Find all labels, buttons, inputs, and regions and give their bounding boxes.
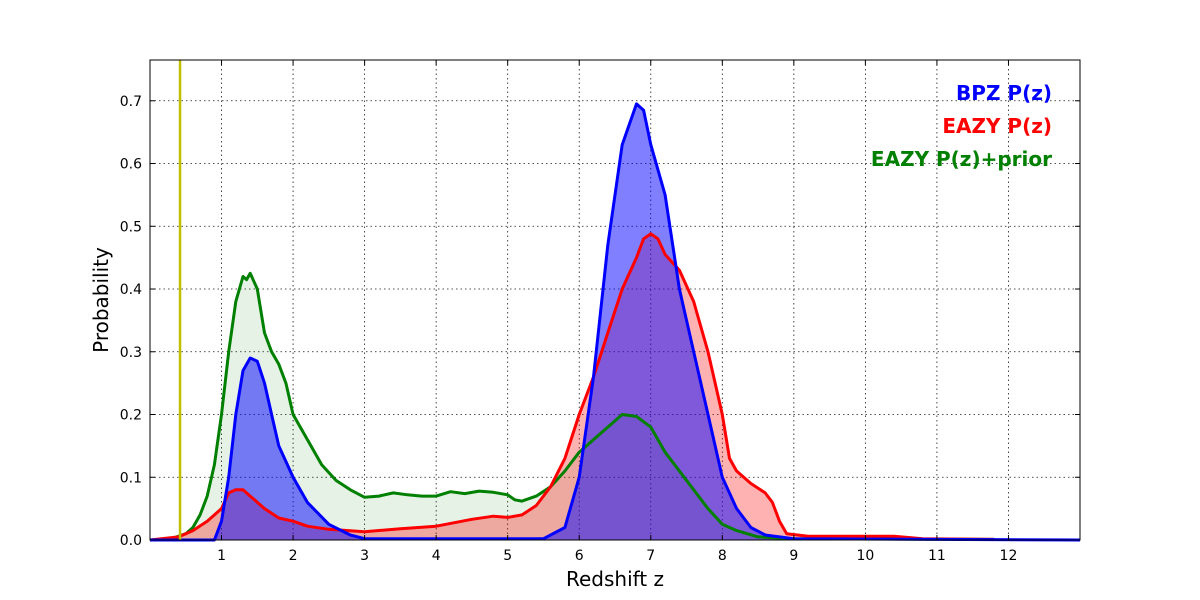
y-tick-label: 0.6 [120,157,142,173]
bpz-p-z-area [150,103,1080,541]
legend: BPZ P(z) EAZY P(z) EAZY P(z)+prior [871,81,1052,171]
y-tick-label: 0.7 [120,94,142,110]
y-axis-title: Probability [89,247,113,353]
x-tick-label: 12 [1000,548,1018,564]
y-tick-label: 0.0 [120,533,142,549]
series-lines [149,102,1081,542]
x-axis-title: Redshift z [566,567,664,591]
y-tick-label: 0.3 [120,345,142,361]
legend-entry: BPZ P(z) [956,81,1052,105]
x-tick-label: 10 [856,548,874,564]
eazy-p-z-prior-line [149,271,995,542]
legend-entry: EAZY P(z) [942,114,1052,138]
y-tick-label: 0.1 [120,470,142,486]
legend-entry: EAZY P(z)+prior [871,147,1052,171]
y-tick-label: 0.4 [120,282,142,298]
x-tick-label: 3 [360,548,369,564]
x-tick-label: 8 [718,548,727,564]
x-tick-label: 6 [575,548,584,564]
bpz-p-z-line [150,102,1081,542]
y-axis-ticks: 0.0 0.1 0.2 0.3 0.4 0.5 0.6 0.7 [120,94,1080,549]
series-areas [150,103,1080,541]
x-tick-label: 2 [289,548,298,564]
x-tick-label: 4 [432,548,441,564]
x-tick-label: 7 [646,548,655,564]
x-tick-label: 9 [789,548,798,564]
eazy-p-z-line [149,232,995,542]
plot-frame [149,59,1081,541]
x-tick-label: 11 [928,548,946,564]
x-tick-label: 5 [503,548,512,564]
y-tick-label: 0.2 [120,408,142,424]
x-axis-ticks: 1 2 3 4 5 6 7 8 9 10 11 12 [217,60,1017,564]
y-tick-label: 0.5 [120,219,142,235]
x-tick-label: 1 [217,548,226,564]
